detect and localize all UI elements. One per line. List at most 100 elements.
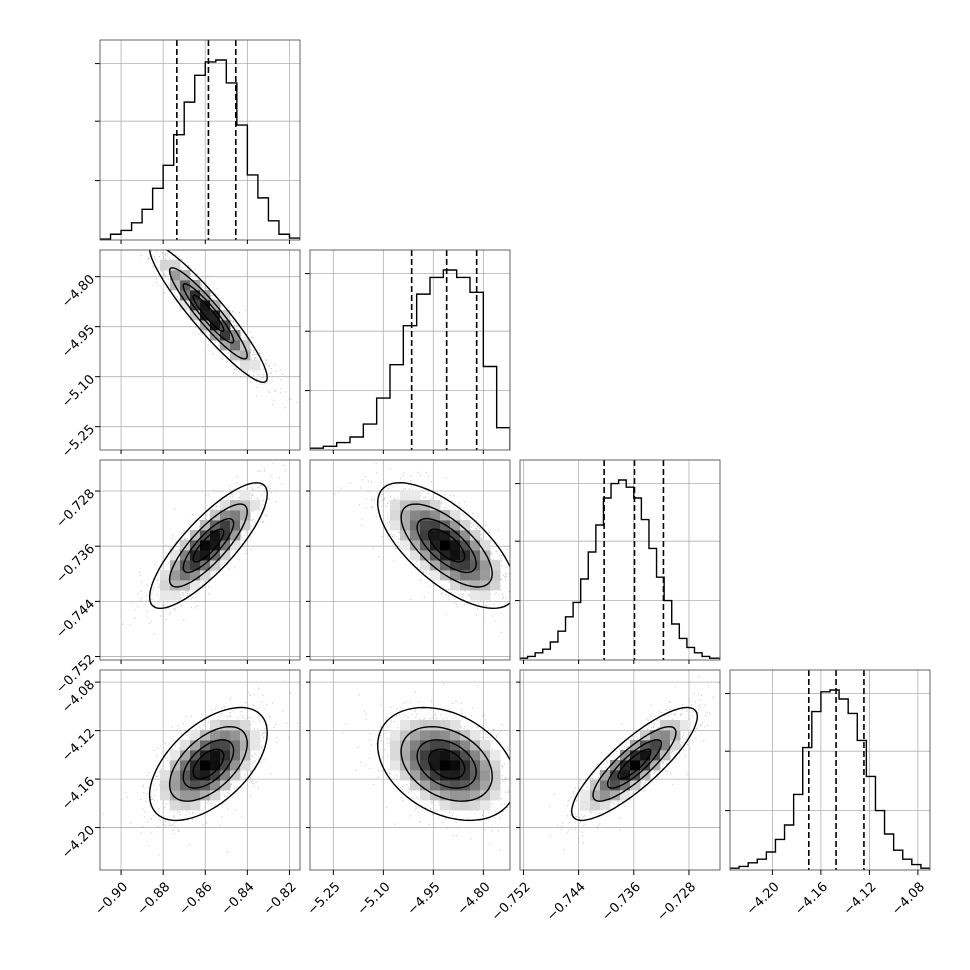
density-cell [400,750,411,761]
density-cell [420,530,431,541]
density-cell [470,530,481,541]
xtick-label: −4.12 [841,880,880,919]
density-cell [190,570,201,581]
density-cell [220,510,231,521]
density-cell [440,790,451,801]
pair-panel-0-2 [99,459,301,661]
density-cell [660,740,671,751]
pair-content [334,462,510,633]
density-cell [390,760,401,771]
density-cell [480,590,491,601]
xtick-label: −4.08 [889,880,928,919]
density-cell [470,570,481,581]
density-cell [590,800,601,811]
density-cell [250,360,261,371]
contour-2 [606,739,663,789]
density-cell [170,550,181,561]
density-cell [610,760,621,771]
pair-content [548,676,720,850]
density-cell [490,580,501,591]
density-cell [180,740,191,751]
density-cell [390,750,401,761]
ytick-label: −5.25 [59,422,98,461]
density-cell [230,720,241,731]
density-cell [490,570,501,581]
density-cell [170,570,181,581]
xtick-label: −0.744 [544,880,589,925]
density-cell [160,590,171,601]
pair-panel-0-1 [99,249,301,451]
contour-0 [570,706,699,822]
density-cell [450,520,461,531]
contour-3 [192,748,225,780]
density-cell [180,290,191,301]
ytick-label: −0.744 [53,597,98,642]
density-cell [400,530,411,541]
density-cell [200,790,211,801]
density-cell [240,350,251,361]
density-cell [430,500,441,511]
xtick-label: −0.86 [177,880,216,919]
contour-3 [428,528,466,563]
density-cell [220,730,231,741]
xtick-label: −0.728 [655,880,700,925]
density-cell [590,790,601,801]
contour-2 [182,518,235,574]
hist-panel-0 [95,39,301,241]
density-cell [170,780,181,791]
density-cell [450,760,461,771]
density-cell [230,510,241,521]
pair-panel-1-2 [309,459,511,661]
density-cell [190,580,201,591]
pair-panel-1-3 [309,669,511,871]
density-cell [610,780,621,791]
contour-0 [148,706,268,822]
density-cell [440,510,451,521]
density-cell [210,330,221,341]
xtick-label: −0.752 [489,880,534,925]
density-cell [480,770,491,781]
density-cell [410,500,421,511]
density-cell [180,280,191,291]
density-cell [630,740,641,751]
density-cell [470,580,481,591]
density-cell [430,730,441,741]
density-cell [450,750,461,761]
density-cell [220,720,231,731]
contour-1 [400,503,493,588]
density-cell [460,570,471,581]
density-cell [450,560,461,571]
density-cell [430,560,441,571]
xtick-label: −0.82 [261,880,300,919]
density-cell [390,510,401,521]
density-cell [440,760,451,771]
contour-1 [592,725,677,802]
density-cell [410,740,421,751]
density-cell [580,790,591,801]
density-cell [160,580,171,591]
density-cell [200,770,211,781]
density-cell [420,560,431,571]
density-cell [240,720,251,731]
density-cell [210,730,221,741]
density-cell [480,560,491,571]
contour-1 [168,725,248,802]
density-cell [440,750,451,761]
density-cell [480,780,491,791]
density-cell [210,510,221,521]
density-cell [450,770,461,781]
density-cell [660,730,671,741]
density-cell [200,760,211,771]
density-cell [580,800,591,811]
density-cell [180,790,191,801]
density-cell [450,720,461,731]
ytick-label: −4.20 [59,823,98,862]
density-cell [180,760,191,771]
density-cell [200,300,211,311]
hist-step-3 [730,689,930,870]
density-cell [210,720,221,731]
hist-panel-3 [725,669,931,871]
density-cell [190,770,201,781]
density-cell [440,560,451,571]
